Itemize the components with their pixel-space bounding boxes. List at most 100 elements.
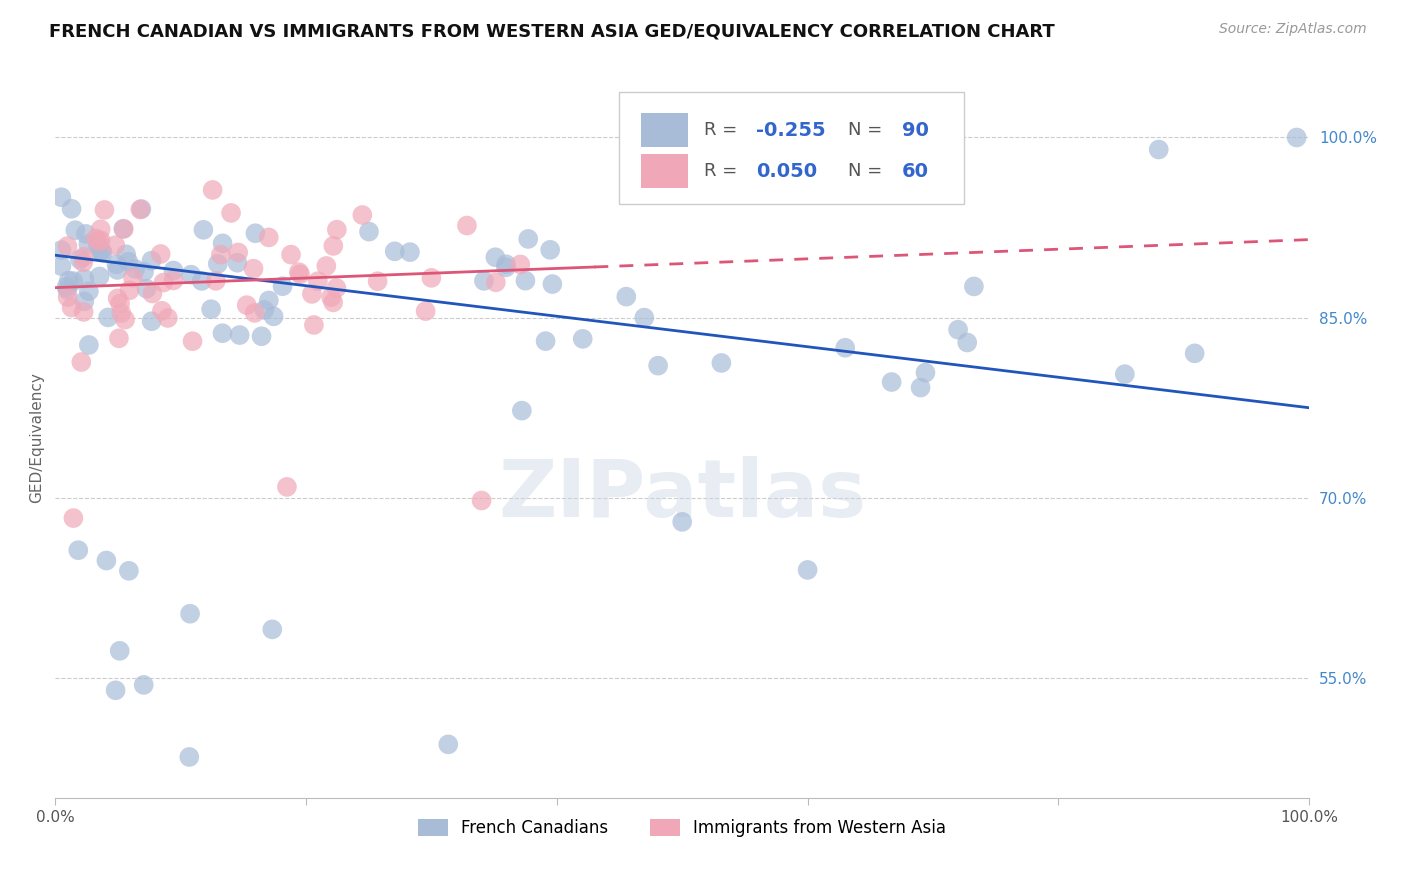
Legend: French Canadians, Immigrants from Western Asia: French Canadians, Immigrants from Wester… [412, 813, 953, 844]
Point [117, 254, 139, 268]
Text: N =: N = [848, 121, 887, 139]
Point [325, 281, 347, 295]
Point [946, 323, 969, 337]
Point [72, 255, 94, 269]
Text: 60: 60 [901, 161, 928, 181]
Point [517, 232, 540, 246]
Point [179, 750, 201, 764]
Point [107, 291, 129, 305]
Point [534, 334, 557, 348]
Point [118, 564, 141, 578]
Point [367, 274, 389, 288]
Text: 90: 90 [901, 120, 928, 139]
Point [108, 644, 131, 658]
Point [115, 247, 138, 261]
Point [485, 275, 508, 289]
Point [77, 284, 100, 298]
Point [209, 247, 232, 261]
Point [211, 326, 233, 341]
Point [62, 511, 84, 525]
Point [108, 296, 131, 310]
Point [326, 222, 349, 236]
Text: 0.050: 0.050 [756, 161, 817, 181]
Point [135, 282, 157, 296]
Point [75, 227, 97, 241]
Point [73, 250, 96, 264]
Point [124, 262, 146, 277]
Point [65, 223, 87, 237]
Point [97, 310, 120, 325]
FancyBboxPatch shape [620, 92, 965, 203]
Point [67, 543, 90, 558]
Point [156, 310, 179, 325]
Point [319, 290, 342, 304]
Point [1184, 346, 1206, 360]
Point [242, 261, 264, 276]
Point [89, 269, 111, 284]
Point [149, 247, 172, 261]
Point [228, 328, 250, 343]
Point [538, 243, 561, 257]
Point [114, 312, 136, 326]
Point [614, 290, 637, 304]
Point [77, 338, 100, 352]
FancyBboxPatch shape [641, 153, 689, 188]
Point [90, 244, 112, 258]
Point [96, 553, 118, 567]
Point [437, 737, 460, 751]
Point [633, 310, 655, 325]
Point [141, 253, 163, 268]
Point [104, 238, 127, 252]
Point [515, 274, 537, 288]
Point [301, 287, 323, 301]
Point [226, 256, 249, 270]
Point [205, 274, 228, 288]
Point [253, 302, 276, 317]
Point [104, 683, 127, 698]
Point [571, 332, 593, 346]
Point [495, 257, 517, 271]
Point [352, 208, 374, 222]
Point [132, 265, 155, 279]
Point [77, 237, 100, 252]
Point [263, 310, 285, 324]
Point [509, 257, 531, 271]
Point [141, 286, 163, 301]
Point [73, 271, 96, 285]
Point [415, 304, 437, 318]
Point [456, 219, 478, 233]
Point [541, 277, 564, 291]
Point [200, 302, 222, 317]
Point [420, 271, 443, 285]
Point [87, 237, 110, 252]
Point [110, 306, 132, 320]
Point [93, 202, 115, 217]
Point [470, 493, 492, 508]
Point [211, 236, 233, 251]
Text: R =: R = [703, 162, 742, 180]
Point [880, 375, 903, 389]
Point [180, 268, 202, 282]
Point [118, 283, 141, 297]
Point [963, 279, 986, 293]
Point [90, 233, 112, 247]
Point [315, 259, 337, 273]
Point [72, 305, 94, 319]
Text: ZIPatlas: ZIPatlas [498, 457, 866, 534]
Point [495, 260, 517, 275]
Point [70, 355, 93, 369]
Point [84, 231, 107, 245]
Point [245, 226, 267, 240]
Point [60, 301, 83, 315]
Point [288, 268, 311, 282]
Point [108, 331, 131, 345]
Point [1285, 130, 1308, 145]
Point [89, 235, 111, 249]
Point [56, 283, 79, 297]
Point [150, 303, 173, 318]
Point [162, 273, 184, 287]
Point [472, 274, 495, 288]
Point [322, 295, 344, 310]
Point [384, 244, 406, 259]
Point [91, 245, 114, 260]
